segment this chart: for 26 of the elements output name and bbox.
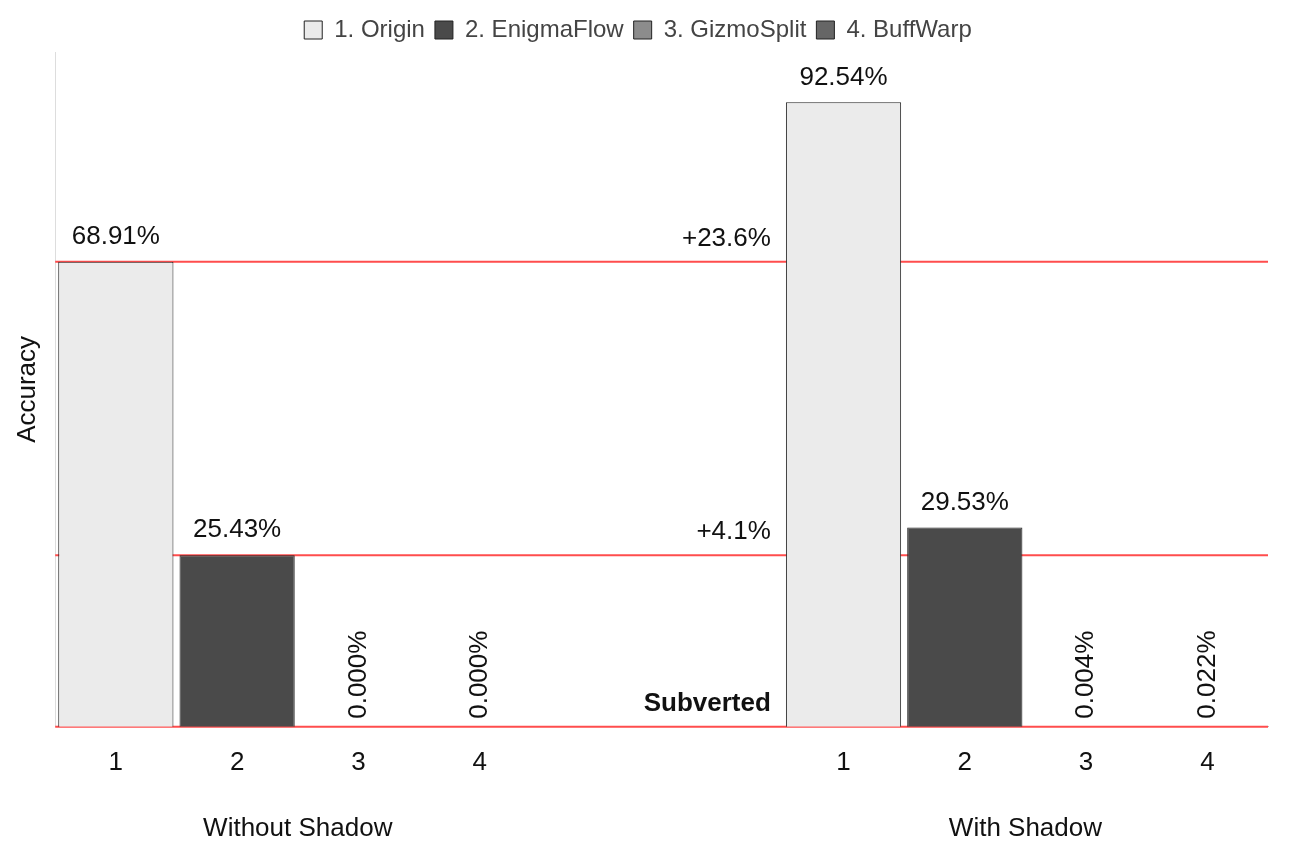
annotation: +4.1%	[696, 515, 771, 546]
x-tick-label: 4	[1200, 745, 1215, 776]
text: Without Shadow	[203, 812, 393, 843]
y-axis-title: Accuracy	[10, 335, 41, 443]
annotation: +23.6%	[681, 221, 771, 252]
x-tick-label: 2	[229, 745, 245, 776]
x-tick-label: 1	[836, 745, 851, 776]
data-label: 92.54%	[799, 60, 888, 91]
x-tick-label: 3	[351, 745, 366, 776]
x-tick-label: 3	[1078, 745, 1094, 776]
legend-label: 1. Origin	[334, 14, 425, 42]
data-label: 25.43%	[193, 513, 282, 544]
data-label: 29.53%	[920, 485, 1009, 516]
x-tick-label: 4	[472, 745, 487, 776]
annotation: Subverted	[643, 686, 771, 717]
legend-label: 4. BuffWarp	[846, 14, 972, 42]
x-tick-label: 2	[957, 745, 973, 776]
data-label: 0.004%	[1069, 630, 1100, 719]
data-label: 0.022%	[1190, 630, 1221, 719]
legend-label: 2. EnigmaFlow	[464, 14, 625, 42]
data-label: 0.000%	[341, 630, 372, 719]
data-label: 0.000%	[462, 630, 493, 719]
x-tick-label: 1	[108, 745, 124, 776]
legend-label: 3. GizmoSplit	[663, 14, 807, 42]
text: With Shadow	[948, 812, 1103, 843]
data-label: 68.91%	[71, 219, 160, 250]
